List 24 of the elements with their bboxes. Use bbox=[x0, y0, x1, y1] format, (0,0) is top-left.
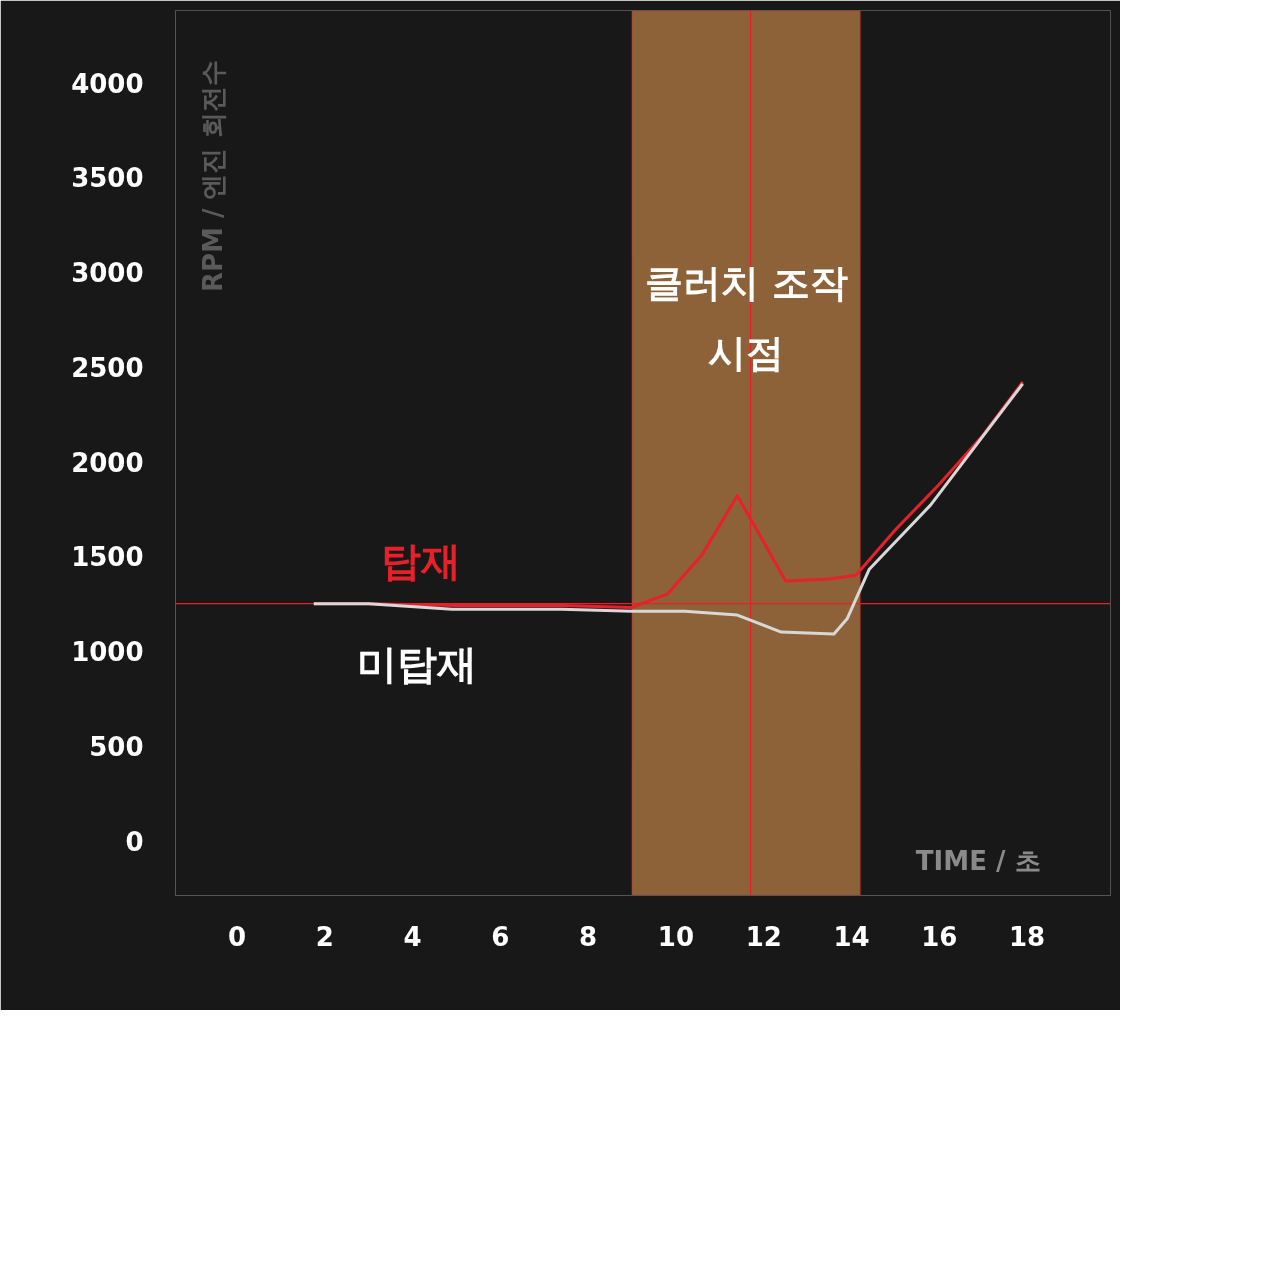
x-tick-label: 12 bbox=[745, 921, 782, 952]
x-tick-label: 16 bbox=[921, 921, 958, 952]
y-tick-label: 500 bbox=[89, 731, 144, 762]
x-tick-label: 8 bbox=[579, 921, 598, 952]
y-tick-label: 3000 bbox=[71, 258, 144, 289]
y-tick-label: 1000 bbox=[71, 637, 144, 668]
x-tick-label: 0 bbox=[227, 921, 246, 952]
y-tick-label: 2000 bbox=[71, 447, 144, 478]
x-axis-title: TIME / 초 bbox=[915, 845, 1041, 876]
x-tick-label: 14 bbox=[833, 921, 870, 952]
y-tick-label: 3500 bbox=[71, 163, 144, 194]
x-tick-label: 10 bbox=[657, 921, 695, 952]
series-label: 탑재 bbox=[381, 537, 462, 584]
x-tick-label: 18 bbox=[1009, 921, 1046, 952]
y-tick-label: 2500 bbox=[71, 352, 144, 383]
y-tick-label: 0 bbox=[125, 826, 144, 857]
y-tick-label: 4000 bbox=[71, 68, 144, 99]
y-axis-title: RPM / 엔진 회전수 bbox=[197, 60, 228, 293]
x-tick-label: 6 bbox=[491, 921, 510, 952]
x-tick-label: 2 bbox=[315, 921, 334, 952]
band-label: 클러치 조작 시점 bbox=[644, 260, 848, 375]
x-tick-label: 4 bbox=[403, 921, 422, 952]
y-tick-label: 1500 bbox=[71, 542, 144, 573]
series-label: 미탑재 bbox=[357, 641, 478, 688]
